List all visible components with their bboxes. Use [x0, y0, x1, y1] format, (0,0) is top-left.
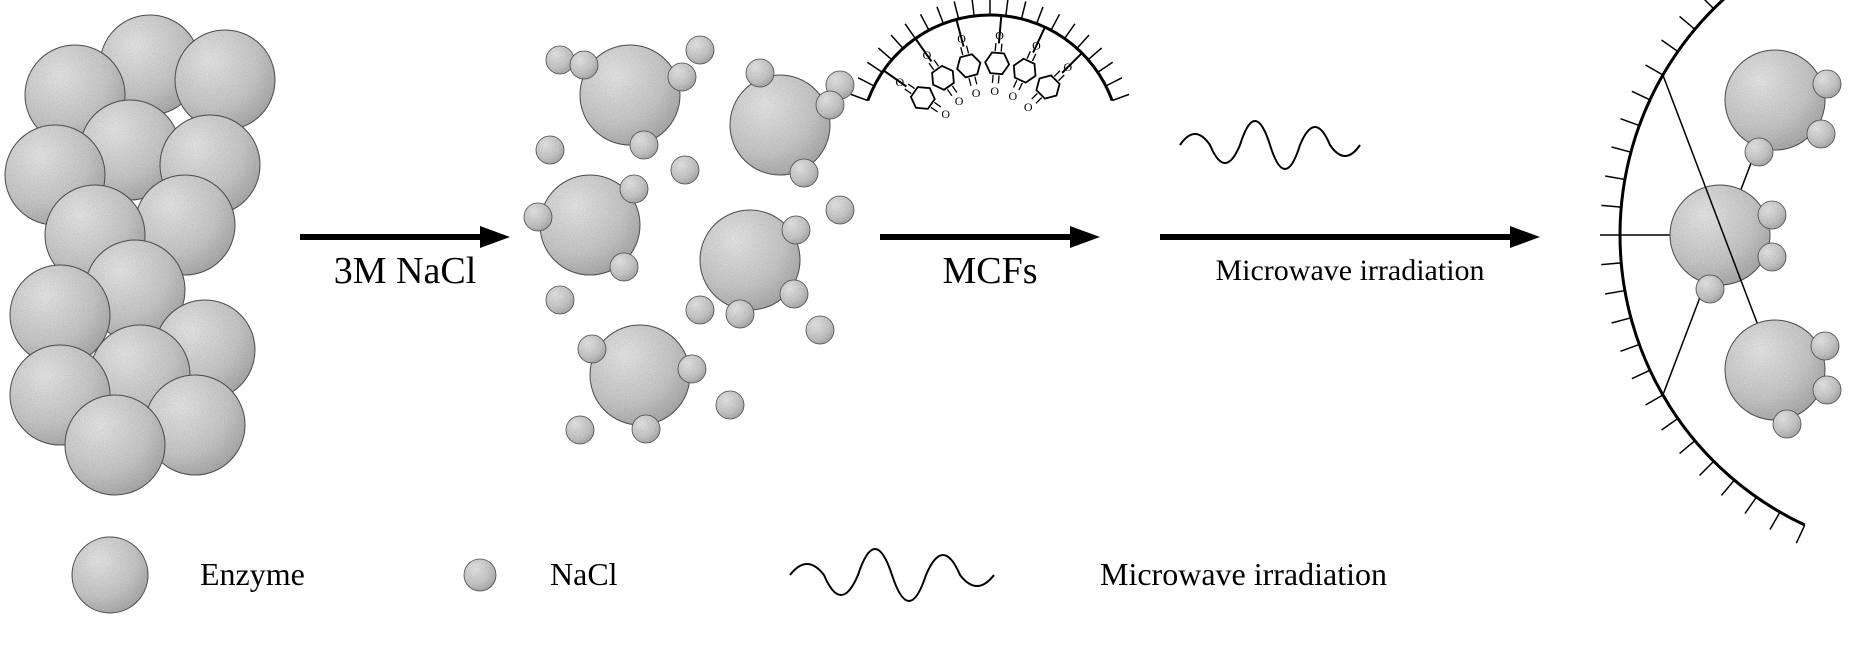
- enzyme-with-nacl: [578, 325, 706, 443]
- legend-nacl-icon: [464, 559, 496, 591]
- enzyme-sphere: [65, 395, 165, 495]
- nacl-sphere: [686, 296, 714, 324]
- nacl-sphere: [782, 216, 810, 244]
- nacl-sphere: [610, 253, 638, 281]
- stage-2-dispersed: [524, 36, 854, 444]
- stage-1-enzyme-cluster: [5, 15, 275, 495]
- legend-enzyme-label: Enzyme: [200, 556, 305, 592]
- diagram-canvas: 3M NaClMCFsMicrowave irradiationOOOOOOOO…: [0, 0, 1865, 645]
- svg-text:O: O: [957, 32, 966, 46]
- nacl-sphere: [1807, 120, 1835, 148]
- svg-text:O: O: [995, 28, 1004, 42]
- nacl-sphere: [1813, 70, 1841, 98]
- enzyme-with-nacl: [524, 175, 648, 281]
- svg-text:O: O: [923, 48, 932, 62]
- enzyme-sphere: [730, 75, 830, 175]
- arrow-step-2: [880, 226, 1100, 248]
- nacl-sphere: [780, 280, 808, 308]
- svg-text:O: O: [955, 94, 964, 108]
- nacl-sphere: [546, 46, 574, 74]
- nacl-sphere: [1758, 243, 1786, 271]
- nacl-sphere: [716, 391, 744, 419]
- enzyme-sphere: [175, 30, 275, 130]
- nacl-sphere: [668, 63, 696, 91]
- nacl-sphere: [726, 300, 754, 328]
- label-mcfs: MCFs: [942, 250, 1037, 292]
- label-microwave: Microwave irradiation: [1215, 254, 1484, 287]
- bound-enzyme: [1620, 185, 1786, 303]
- nacl-sphere: [632, 415, 660, 443]
- nacl-sphere: [1813, 376, 1841, 404]
- legend-nacl-label: NaCl: [550, 556, 618, 592]
- nacl-sphere: [1811, 332, 1839, 360]
- enzyme-sphere: [590, 325, 690, 425]
- svg-text:O: O: [1032, 38, 1041, 52]
- enzyme-with-nacl: [570, 45, 696, 159]
- enzyme-sphere: [1725, 320, 1825, 420]
- svg-text:O: O: [972, 86, 981, 100]
- svg-text:O: O: [1063, 60, 1072, 74]
- arrow-step-3: [1160, 226, 1540, 248]
- nacl-sphere: [746, 59, 774, 87]
- legend-microwave-label: Microwave irradiation: [1100, 556, 1387, 592]
- nacl-sphere: [566, 416, 594, 444]
- svg-text:O: O: [896, 75, 905, 89]
- legend-enzyme-icon: [72, 537, 148, 613]
- enzyme-with-nacl: [700, 210, 810, 328]
- nacl-sphere: [790, 159, 818, 187]
- nacl-sphere: [546, 286, 574, 314]
- stage-3-product: [1600, 0, 1841, 543]
- legend: Enzyme NaCl Microwave irradiation: [72, 537, 1387, 613]
- enzyme-with-nacl: [730, 59, 844, 187]
- svg-text:O: O: [1024, 100, 1033, 114]
- svg-text:O: O: [990, 84, 999, 98]
- nacl-sphere: [620, 175, 648, 203]
- nacl-sphere: [570, 51, 598, 79]
- nacl-sphere: [826, 196, 854, 224]
- nacl-sphere: [578, 335, 606, 363]
- nacl-sphere: [806, 316, 834, 344]
- nacl-sphere: [816, 91, 844, 119]
- nacl-sphere: [678, 355, 706, 383]
- microwave-icon: [1180, 121, 1360, 169]
- svg-text:O: O: [1008, 89, 1017, 103]
- nacl-sphere: [536, 136, 564, 164]
- enzyme-sphere: [1670, 185, 1770, 285]
- label-3m-nacl: 3M NaCl: [334, 250, 477, 292]
- nacl-sphere: [1773, 410, 1801, 438]
- nacl-sphere: [524, 203, 552, 231]
- mcf-pore-icon: OOOOOOOOOOOO: [851, 0, 1129, 121]
- nacl-sphere: [671, 156, 699, 184]
- arrow-step-1: [300, 226, 510, 248]
- nacl-sphere: [686, 36, 714, 64]
- legend-microwave-icon: [790, 549, 994, 601]
- nacl-sphere: [1696, 275, 1724, 303]
- svg-text:O: O: [941, 107, 950, 121]
- nacl-sphere: [1758, 201, 1786, 229]
- nacl-sphere: [630, 131, 658, 159]
- nacl-sphere: [1745, 138, 1773, 166]
